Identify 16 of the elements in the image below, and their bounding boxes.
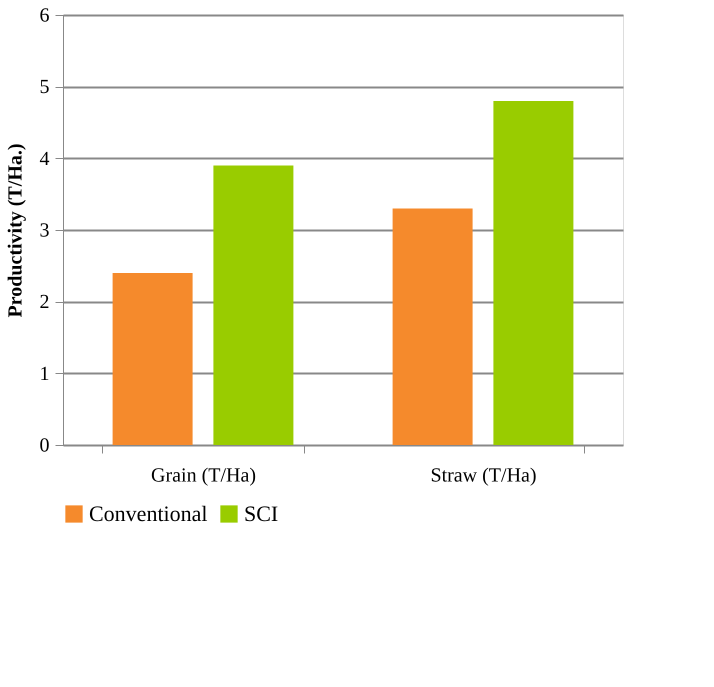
y-tick-label: 0: [40, 434, 50, 456]
x-tick-label: Straw (T/Ha): [430, 464, 537, 486]
y-tick-label: 2: [40, 291, 50, 314]
bar: [213, 166, 294, 445]
y-tick-label: 1: [40, 362, 50, 385]
bar: [493, 101, 574, 445]
y-tick-label: 5: [40, 76, 50, 98]
x-tick-label: Grain (T/Ha): [151, 464, 256, 486]
legend-label: SCI: [244, 501, 278, 526]
bar: [392, 208, 473, 445]
y-tick-label: 3: [40, 220, 50, 242]
y-tick-label: 4: [40, 148, 50, 170]
y-tick-label: 6: [40, 4, 50, 26]
bar: [112, 273, 193, 445]
legend-label: Conventional: [89, 501, 208, 526]
y-axis-title: Productivity (T/Ha.): [4, 143, 26, 318]
